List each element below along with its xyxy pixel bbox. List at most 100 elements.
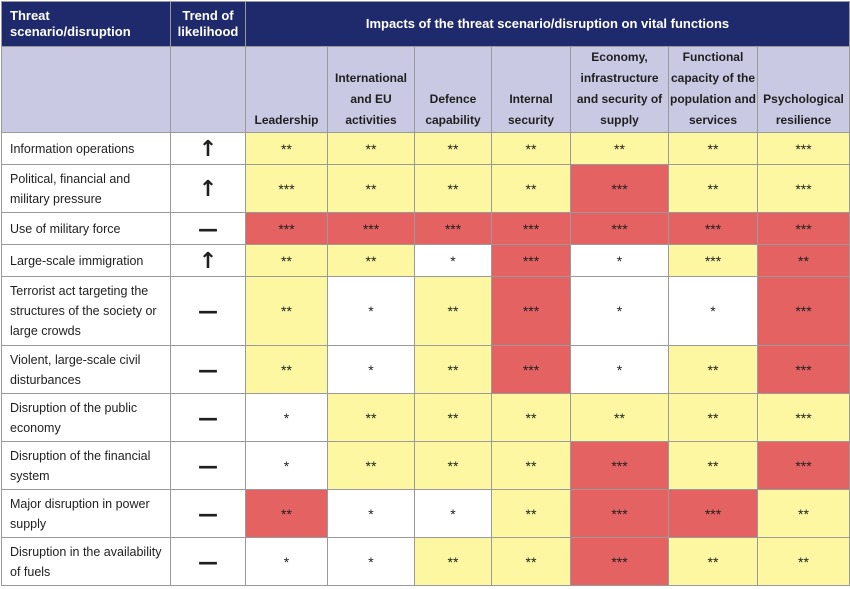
impact-cell: ***: [570, 212, 669, 245]
trend-cell: —: [170, 537, 246, 586]
impact-cell: **: [757, 489, 850, 538]
impact-cell: **: [491, 489, 571, 538]
impact-cell: *: [414, 244, 492, 277]
function-header-psychological: Psychological resilience: [757, 46, 850, 133]
impact-cell: ***: [757, 345, 850, 394]
trend-subheader-empty: [170, 46, 246, 133]
table-row: Information operations ↑ ** ** ** ** ** ** ***: [1, 132, 850, 165]
impact-cell: **: [668, 537, 758, 586]
impact-cell: ***: [757, 164, 850, 213]
impact-cell: ***: [757, 212, 850, 245]
impact-cell: ***: [245, 164, 328, 213]
impact-cell: ***: [570, 489, 669, 538]
trend-cell: —: [170, 441, 246, 490]
impact-cell: **: [414, 132, 492, 165]
table-row: Disruption of the financial system — * ** **…: [1, 441, 850, 490]
impact-cell: **: [570, 132, 669, 165]
table-row: Violent, large-scale civil disturbances —…: [1, 345, 850, 394]
function-header-population: Functional capacity of the population an…: [668, 46, 758, 133]
impact-cell: ***: [757, 393, 850, 442]
scenario-cell: Disruption of the financial system: [1, 441, 171, 490]
impacts-header: Impacts of the threat scenario/disruptio…: [245, 1, 850, 47]
scenario-cell: Disruption of the public economy: [1, 393, 171, 442]
impact-cell: **: [245, 489, 328, 538]
up-arrow-icon: ↑: [198, 176, 218, 202]
impact-cell: **: [245, 132, 328, 165]
dash-icon: —: [198, 299, 218, 323]
dash-icon: —: [198, 501, 218, 526]
table-body: Information operations ↑ ** ** ** ** ** ** *** Po…: [1, 132, 850, 586]
trend-cell: —: [170, 212, 246, 245]
impact-cell: **: [414, 276, 492, 346]
impact-cell: **: [491, 537, 571, 586]
table-row: Large-scale immigration ↑ ** ** * *** * *** **: [1, 244, 850, 277]
impact-cell: **: [245, 276, 328, 346]
impact-cell: ***: [570, 537, 669, 586]
impact-cell: *: [668, 276, 758, 346]
impact-cell: *: [245, 393, 328, 442]
scenario-cell: Terrorist act targeting the structures o…: [1, 276, 171, 346]
scenario-cell: Large-scale immigration: [1, 244, 171, 277]
impact-cell: **: [327, 164, 415, 213]
impact-cell: **: [668, 132, 758, 165]
impact-cell: ***: [491, 276, 571, 346]
impact-cell: ***: [570, 164, 669, 213]
function-header-economy: Economy, infrastructure and security of …: [570, 46, 669, 133]
dash-icon: —: [198, 357, 218, 382]
impact-cell: ***: [757, 276, 850, 346]
impact-cell: *: [245, 537, 328, 586]
header-row-main: Threat scenario/disruption Trend of like…: [1, 1, 850, 47]
trend-cell: —: [170, 276, 246, 346]
impact-cell: **: [757, 537, 850, 586]
table-row: Political, financial and military pressu…: [1, 164, 850, 213]
impact-cell: ***: [668, 489, 758, 538]
impact-cell: ***: [668, 244, 758, 277]
scenario-cell: Violent, large-scale civil disturbances: [1, 345, 171, 394]
impact-cell: **: [327, 244, 415, 277]
impact-cell: **: [570, 393, 669, 442]
trend-cell: —: [170, 489, 246, 538]
impact-cell: *: [245, 441, 328, 490]
impact-cell: **: [491, 393, 571, 442]
trend-cell: —: [170, 345, 246, 394]
scenario-cell: Use of military force: [1, 212, 171, 245]
impact-cell: **: [414, 441, 492, 490]
function-header-internal-security: Internal security: [491, 46, 571, 133]
impact-cell: **: [414, 537, 492, 586]
scenario-cell: Disruption in the availability of fuels: [1, 537, 171, 586]
impact-cell: ***: [491, 212, 571, 245]
function-header-leadership: Leadership: [245, 46, 328, 133]
impact-cell: **: [668, 393, 758, 442]
function-header-international: International and EU activities: [327, 46, 415, 133]
scenario-subheader-empty: [1, 46, 171, 133]
up-arrow-icon: ↑: [198, 248, 218, 274]
impact-cell: **: [414, 164, 492, 213]
impact-cell: *: [570, 276, 669, 346]
dash-icon: —: [198, 453, 218, 478]
impact-cell: **: [245, 345, 328, 394]
impact-cell: *: [570, 345, 669, 394]
impact-cell: **: [491, 441, 571, 490]
impact-cell: ***: [668, 212, 758, 245]
impact-cell: **: [414, 345, 492, 394]
up-arrow-icon: ↑: [198, 136, 218, 162]
header-row-functions: Leadership International and EU activiti…: [1, 46, 850, 133]
impact-cell: **: [757, 244, 850, 277]
impact-cell: *: [414, 489, 492, 538]
impact-cell: **: [414, 393, 492, 442]
trend-cell: ↑: [170, 132, 246, 165]
scenario-cell: Political, financial and military pressu…: [1, 164, 171, 213]
impact-cell: **: [327, 132, 415, 165]
impact-cell: **: [491, 132, 571, 165]
trend-column-header: Trend of likelihood: [170, 1, 246, 47]
impact-cell: **: [327, 393, 415, 442]
impact-cell: **: [245, 244, 328, 277]
impact-cell: **: [327, 441, 415, 490]
impact-cell: ***: [570, 441, 669, 490]
impact-cell: *: [327, 345, 415, 394]
table-row: Major disruption in power supply — ** * * ** *…: [1, 489, 850, 538]
impact-cell: ***: [491, 345, 571, 394]
scenario-cell: Information operations: [1, 132, 171, 165]
dash-icon: —: [198, 405, 218, 430]
